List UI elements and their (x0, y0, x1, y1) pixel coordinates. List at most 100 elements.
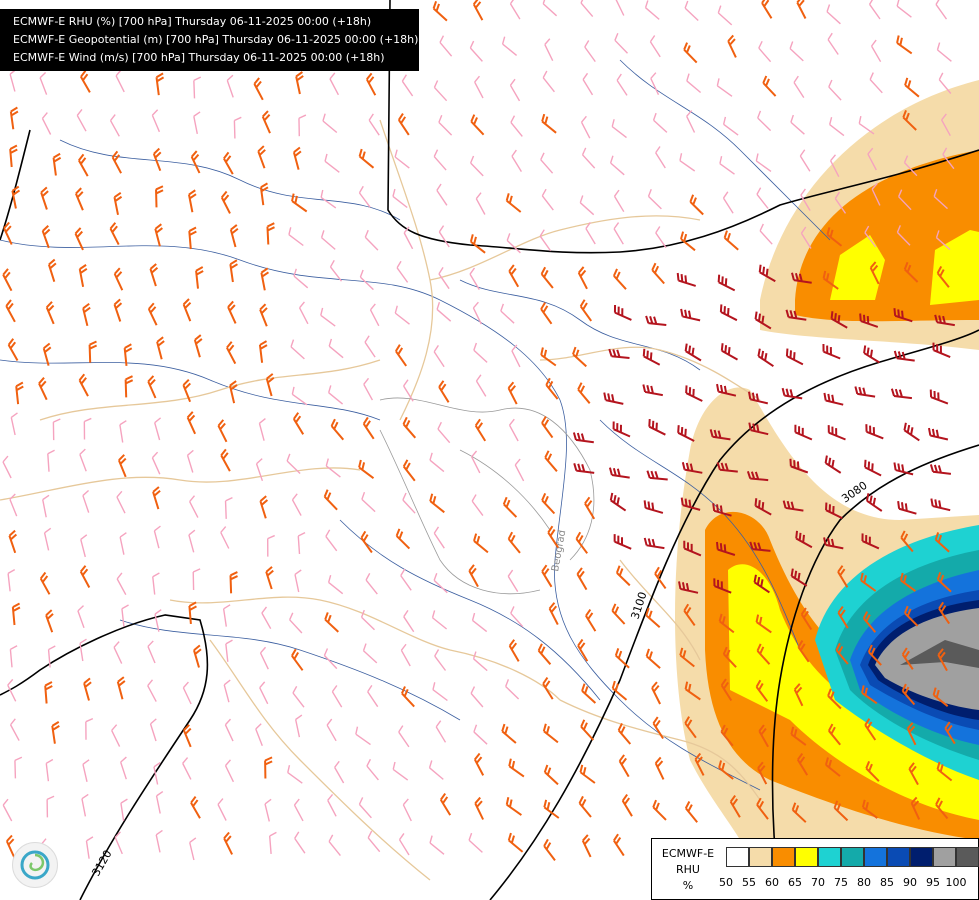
wind-barb (826, 4, 841, 25)
wind-barb (188, 226, 197, 250)
wind-barb (149, 263, 159, 287)
wind-barb (147, 679, 157, 702)
wind-barb (900, 530, 914, 553)
wind-barb (506, 233, 521, 254)
wind-barb (683, 42, 698, 64)
rhu-shading (675, 80, 979, 900)
legend-swatch (864, 847, 887, 867)
wind-barb (651, 681, 661, 705)
wind-barb (511, 344, 521, 368)
wind-barb (334, 760, 345, 784)
wind-barb (10, 412, 18, 436)
wind-barb (906, 722, 917, 746)
wind-barb (652, 799, 667, 821)
wind-barb (576, 567, 588, 591)
wind-barb (684, 0, 699, 22)
wind-barb (541, 188, 554, 211)
wind-barb (686, 110, 696, 133)
wind-barb (468, 832, 483, 853)
wind-barb (470, 114, 485, 136)
contour-3080 (771, 444, 979, 900)
wind-barb (509, 0, 521, 20)
wind-barb (510, 606, 524, 628)
wind-barb (293, 268, 309, 289)
wind-barb (582, 72, 594, 96)
wind-barb (82, 489, 90, 513)
wind-barb (156, 336, 165, 360)
wind-barb (149, 718, 157, 742)
wind-barb (785, 309, 807, 321)
wind-barb (824, 757, 841, 777)
wind-barb (757, 348, 774, 368)
wind-barb (88, 340, 98, 363)
wind-barb (433, 80, 448, 102)
wind-barb (899, 572, 916, 592)
wind-barb (541, 492, 556, 515)
wind-barb (396, 260, 409, 283)
wind-barb (614, 33, 629, 54)
wind-barb (642, 348, 661, 366)
wind-barb (189, 495, 199, 518)
wind-barb (367, 684, 379, 708)
wind-barb (941, 113, 951, 137)
wind-barb (577, 266, 588, 290)
wind-barb (155, 72, 165, 96)
wind-barb (47, 258, 57, 282)
wind-barb (298, 301, 309, 325)
wind-barb (402, 416, 417, 439)
wind-barb (717, 5, 733, 26)
wind-barb (223, 831, 233, 855)
wind-barb (861, 533, 880, 550)
wind-barb (758, 724, 769, 748)
wind-barb (223, 151, 234, 175)
wind-barb (52, 152, 62, 176)
map-title-box: ECMWF-E RHU (%) [700 hPa] Thursday 06-11… (0, 9, 419, 71)
wind-barb (572, 346, 587, 368)
wind-barb (896, 35, 913, 55)
legend-swatch (910, 847, 933, 867)
legend-tick: 65 (788, 876, 802, 889)
wind-barb (613, 833, 625, 857)
wind-barb (432, 0, 448, 22)
wind-barb (938, 601, 951, 625)
wind-barb (684, 343, 702, 362)
wind-barb (822, 270, 839, 290)
wind-barb (577, 638, 589, 662)
wind-barb (754, 311, 772, 330)
wind-barb (514, 458, 525, 482)
wind-barb (611, 680, 628, 701)
wind-barb (394, 149, 410, 169)
wind-barb (935, 230, 951, 251)
wind-barb (793, 75, 805, 98)
wind-barb (51, 721, 60, 744)
wind-barb (190, 796, 201, 819)
wind-barb (854, 386, 876, 398)
wind-barb (904, 77, 920, 98)
wind-barb (580, 719, 595, 741)
wind-barb (109, 114, 120, 137)
wind-barb (116, 490, 126, 514)
wind-barb (121, 604, 129, 627)
wind-barb (9, 144, 18, 168)
wind-barb (652, 112, 668, 133)
wind-barb (794, 424, 813, 441)
wind-barb (507, 531, 521, 554)
wind-barb (677, 425, 695, 442)
wind-barb (584, 496, 596, 520)
wind-barb (827, 723, 841, 746)
wind-barb (401, 74, 414, 97)
wind-barb (542, 723, 559, 744)
legend-swatch (772, 847, 795, 867)
wind-barb (358, 185, 371, 208)
wind-barb (327, 385, 344, 405)
wind-barb (929, 464, 952, 475)
wind-barb (473, 752, 485, 776)
wind-barb (837, 605, 849, 629)
wind-barb (326, 718, 337, 742)
wind-barb (544, 450, 558, 472)
wind-barb (543, 799, 560, 819)
wind-barb (255, 458, 264, 482)
wind-barb (896, 0, 912, 18)
wind-barb (642, 384, 663, 397)
